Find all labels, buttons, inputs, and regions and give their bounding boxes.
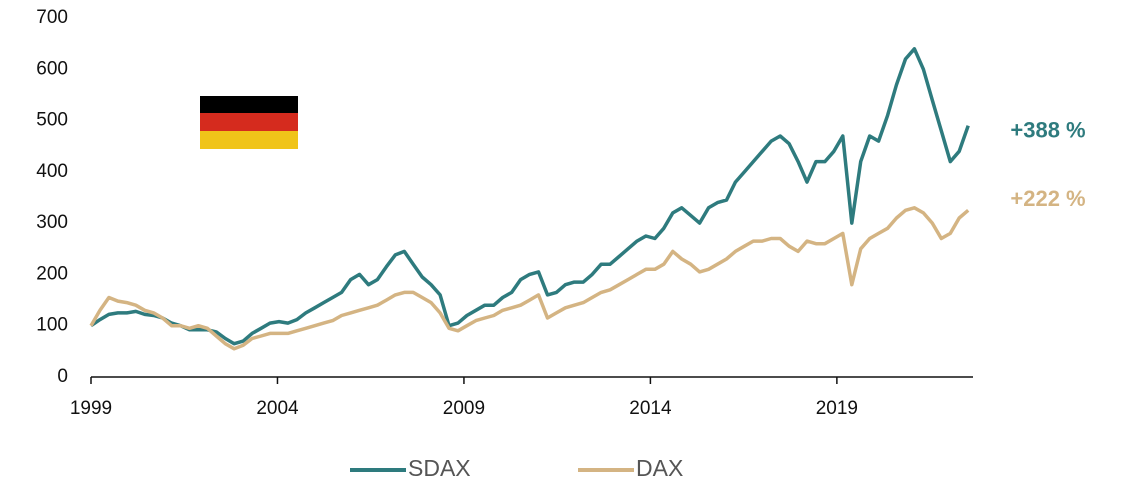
flag-black — [200, 96, 298, 114]
y-tick-label: 300 — [36, 212, 68, 233]
series-line — [90, 47, 970, 346]
y-tick-label: 700 — [36, 7, 68, 28]
legend-label: DAX — [636, 455, 683, 481]
y-tick-label: 500 — [36, 110, 68, 131]
x-tick-label: 2004 — [256, 398, 299, 419]
end-label: +388 % — [1010, 118, 1085, 143]
y-tick-label: 0 — [57, 366, 68, 387]
y-tick-label: 200 — [36, 263, 68, 284]
x-tick-label: 2019 — [816, 398, 858, 419]
x-tick-label: 2014 — [629, 398, 672, 419]
flag — [200, 96, 298, 149]
y-tick-label: 600 — [36, 58, 68, 79]
y-tick-label: 100 — [36, 315, 68, 336]
x-tick-label: 1999 — [70, 398, 112, 419]
x-tick-label: 2009 — [443, 398, 485, 419]
end-label: +222 % — [1010, 186, 1085, 211]
legend-label: SDAX — [408, 455, 471, 481]
y-tick-label: 400 — [36, 161, 68, 182]
flag-gold — [200, 131, 298, 149]
series-line — [89, 206, 970, 351]
flag-red — [200, 113, 298, 131]
